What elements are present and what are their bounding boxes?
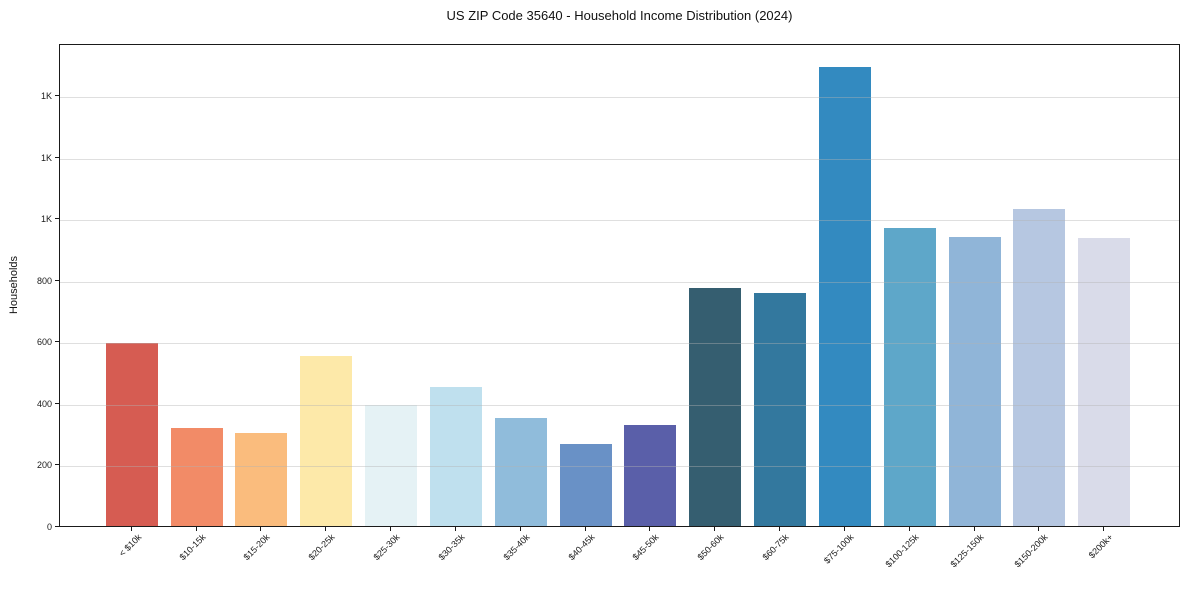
y-tick-mark	[55, 341, 59, 342]
bars-container	[60, 45, 1179, 526]
y-tick-label: 1K	[40, 91, 52, 101]
x-tick-mark	[714, 527, 715, 531]
bar-$60-75k	[754, 293, 806, 526]
x-tick-mark	[1038, 527, 1039, 531]
x-tick-label: $20-25k	[306, 532, 338, 563]
x-tick-label: $30-35k	[436, 532, 468, 563]
x-tick-mark	[390, 527, 391, 531]
bar-$200k+	[1078, 238, 1130, 526]
x-tick-mark	[1103, 527, 1104, 531]
x-tick-mark	[844, 527, 845, 531]
y-tick-label: 0	[46, 522, 52, 532]
x-tick-label: $75-100k	[822, 532, 857, 566]
bar-$40-45k	[560, 444, 612, 526]
bar-$10-15k	[171, 428, 223, 526]
y-axis-label: Households	[8, 255, 20, 315]
y-tick-label: 200	[36, 460, 52, 470]
bar-< $10k	[106, 343, 158, 526]
x-tick-mark	[131, 527, 132, 531]
x-tick-label: < $10k	[116, 532, 144, 559]
x-tick-label: $40-45k	[566, 532, 598, 563]
x-tick-label: $45-50k	[630, 532, 662, 563]
y-tick-mark	[55, 95, 59, 96]
bar-$100-125k	[884, 228, 936, 526]
x-tick-label: $125-150k	[948, 532, 987, 570]
y-tick-mark	[55, 526, 59, 527]
y-tick-mark	[55, 280, 59, 281]
bar-$45-50k	[624, 425, 676, 526]
x-tick-label: $35-40k	[501, 532, 533, 563]
x-tick-label: $50-60k	[695, 532, 727, 563]
y-tick-mark	[55, 464, 59, 465]
x-tick-label: $25-30k	[371, 532, 403, 563]
y-tick-mark	[55, 157, 59, 158]
y-tick-label: 1K	[40, 153, 52, 163]
x-tick-label: $60-75k	[760, 532, 792, 563]
bar-$125-150k	[949, 237, 1001, 526]
x-tick-label: $15-20k	[241, 532, 273, 563]
x-tick-label: $150-200k	[1012, 532, 1051, 570]
y-tick-label: 400	[36, 399, 52, 409]
x-tick-label: $200k+	[1086, 532, 1116, 561]
x-tick-label: $10-15k	[177, 532, 209, 563]
x-tick-mark	[585, 527, 586, 531]
chart-title: US ZIP Code 35640 - Household Income Dis…	[446, 8, 793, 23]
x-tick-mark	[649, 527, 650, 531]
x-tick-mark	[325, 527, 326, 531]
y-tick-label: 800	[36, 276, 52, 286]
bar-$30-35k	[430, 387, 482, 526]
x-tick-mark	[196, 527, 197, 531]
bar-$75-100k	[819, 67, 871, 526]
x-tick-mark	[909, 527, 910, 531]
plot-area	[59, 44, 1180, 527]
x-tick-mark	[974, 527, 975, 531]
x-tick-mark	[260, 527, 261, 531]
bar-$20-25k	[300, 356, 352, 526]
bar-$35-40k	[495, 418, 547, 526]
x-tick-mark	[520, 527, 521, 531]
x-tick-mark	[455, 527, 456, 531]
y-tick-label: 1K	[40, 214, 52, 224]
x-tick-label: $100-125k	[883, 532, 922, 570]
y-tick-label: 600	[36, 337, 52, 347]
bar-$150-200k	[1013, 209, 1065, 526]
y-tick-mark	[55, 403, 59, 404]
bar-$25-30k	[365, 405, 417, 526]
x-tick-mark	[779, 527, 780, 531]
bar-$15-20k	[235, 433, 287, 526]
y-tick-mark	[55, 218, 59, 219]
bar-$50-60k	[689, 288, 741, 526]
